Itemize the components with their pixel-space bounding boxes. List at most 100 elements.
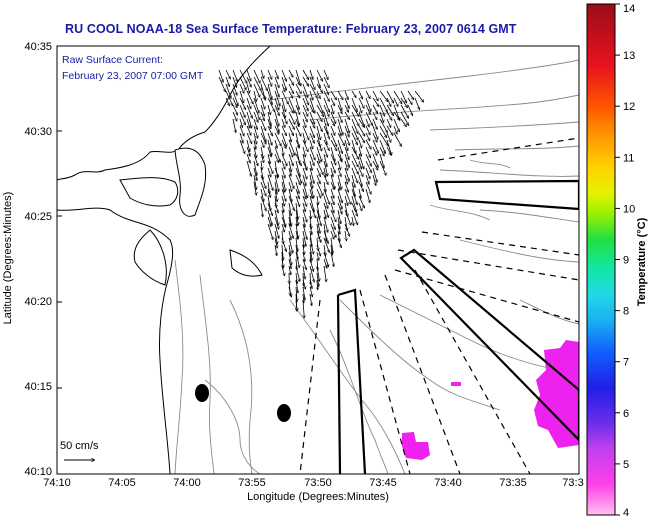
current-vector	[246, 111, 252, 128]
current-vector	[386, 146, 392, 155]
current-vector	[267, 97, 276, 112]
current-vector	[309, 223, 312, 235]
current-vector	[260, 146, 263, 159]
current-vector	[365, 111, 374, 126]
shipping-lanes	[299, 137, 579, 474]
current-vector	[302, 111, 308, 122]
current-vector	[253, 160, 257, 176]
current-vector	[330, 118, 336, 126]
current-vector	[246, 125, 251, 136]
current-vector	[323, 76, 330, 88]
current-vector	[379, 90, 388, 102]
current-vector	[302, 188, 306, 199]
current-vector	[358, 202, 362, 211]
current-vector	[274, 139, 277, 149]
current-vector	[316, 153, 320, 164]
current-vector	[302, 146, 306, 157]
current-vector	[344, 181, 349, 193]
current-vector	[288, 118, 296, 130]
current-vector	[260, 76, 269, 91]
current-vector	[302, 125, 309, 140]
current-vector	[302, 97, 308, 111]
current-vector	[379, 160, 386, 176]
current-vector	[344, 188, 351, 205]
current-vector	[337, 90, 344, 100]
current-vector	[330, 111, 336, 124]
current-vector	[281, 160, 285, 170]
current-vector	[295, 139, 301, 148]
current-vector	[239, 111, 246, 125]
current-vector	[232, 76, 237, 88]
current-vector	[267, 139, 272, 156]
current-vector	[316, 272, 319, 287]
current-vector	[386, 132, 391, 143]
current-vector	[260, 125, 266, 142]
current-vector	[274, 237, 277, 248]
current-vector	[281, 69, 287, 82]
current-vector	[379, 97, 388, 112]
current-vector	[288, 83, 295, 94]
current-vector	[267, 216, 271, 227]
current-vector	[274, 146, 281, 162]
current-vector	[246, 118, 250, 129]
current-vector	[393, 125, 397, 134]
current-vector	[281, 202, 284, 213]
current-vector	[274, 167, 279, 177]
current-vector	[330, 132, 337, 147]
current-vector	[281, 125, 287, 136]
current-vector	[246, 90, 254, 104]
current-vector	[288, 153, 293, 166]
colorbar-tick-label: 14	[623, 3, 635, 15]
current-vector	[239, 97, 247, 110]
current-vector	[232, 118, 236, 133]
current-vector	[302, 258, 307, 270]
current-vector	[330, 216, 335, 230]
current-vector	[267, 90, 272, 105]
current-vector	[393, 132, 403, 147]
current-vector	[379, 104, 385, 117]
x-tick: 74:00	[173, 477, 201, 489]
current-vector	[274, 83, 279, 97]
current-vector	[309, 83, 318, 98]
x-tick: 74:10	[43, 477, 71, 489]
current-vector	[309, 139, 313, 149]
current-vector	[330, 251, 334, 267]
current-vector	[267, 202, 273, 216]
current-vector	[309, 202, 316, 218]
colorbar-tick-label: 11	[623, 152, 634, 164]
current-vector	[246, 160, 251, 177]
current-vector	[253, 97, 259, 114]
current-vector	[309, 160, 312, 171]
current-vector	[337, 153, 343, 162]
current-vector	[323, 97, 330, 112]
current-vector	[323, 230, 328, 244]
current-vector	[316, 90, 321, 99]
current-vector	[295, 90, 301, 98]
current-vector	[323, 216, 328, 233]
current-vector	[400, 104, 410, 119]
current-vector	[303, 244, 304, 255]
current-vector	[274, 244, 277, 256]
current-vector	[317, 195, 318, 205]
current-vector	[365, 104, 371, 115]
current-vector	[414, 97, 420, 110]
current-vector	[295, 230, 298, 240]
current-vector	[372, 174, 376, 186]
current-vector	[358, 153, 364, 169]
current-vector	[372, 160, 379, 170]
current-vector	[337, 125, 341, 136]
current-vector	[246, 139, 250, 152]
current-vector	[274, 111, 279, 126]
current-vector	[260, 132, 267, 144]
current-vector	[302, 174, 306, 186]
current-vector	[253, 174, 256, 190]
colorbar-tick-label: 4	[623, 507, 629, 519]
current-vector	[344, 125, 349, 137]
current-vectors	[218, 69, 424, 318]
current-vector	[296, 286, 297, 302]
current-vector	[225, 76, 230, 87]
current-vector	[344, 209, 351, 226]
current-vector	[386, 125, 394, 136]
current-vector	[344, 146, 349, 160]
